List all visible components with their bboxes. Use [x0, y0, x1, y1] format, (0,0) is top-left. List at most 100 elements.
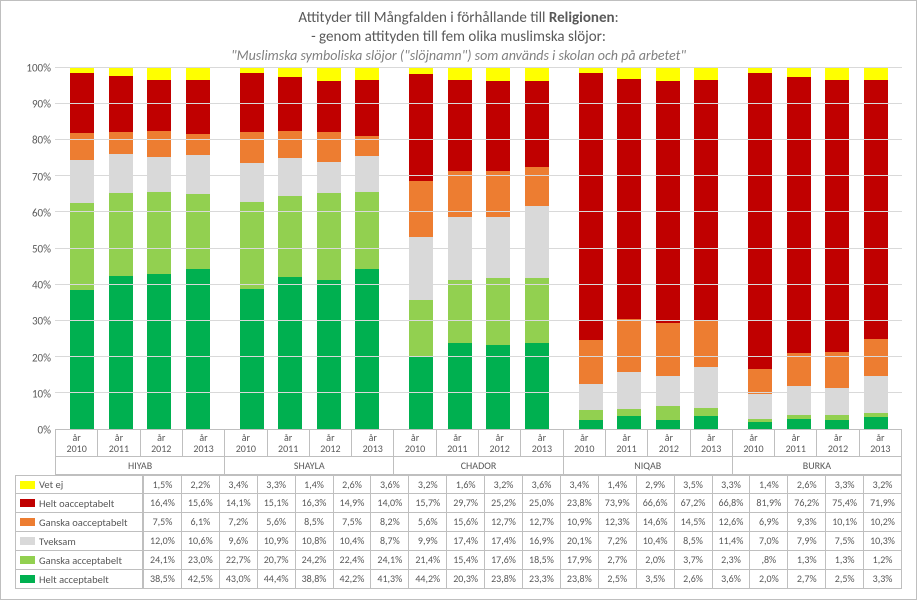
table-cell: 75,4%: [826, 494, 864, 512]
legend-swatch: [20, 537, 35, 545]
table-cell: 1,4%: [599, 476, 637, 493]
table-cell: 17,6%: [485, 551, 523, 569]
table-cell: 2,6%: [788, 476, 826, 493]
y-tick-label: 30%: [32, 315, 51, 328]
x-year-label: år2012: [648, 430, 690, 456]
bar: [409, 68, 433, 429]
table-cell: 7,5%: [826, 532, 864, 550]
bar-group: [55, 68, 224, 429]
table-cell: 6,1%: [182, 513, 220, 531]
bar-segment: [864, 68, 888, 80]
bar-segment: [278, 158, 302, 196]
bar-segment: [694, 68, 718, 80]
bar-segment: [617, 409, 641, 416]
bar-segment: [147, 192, 171, 274]
table-cell: 2,6%: [675, 570, 713, 588]
x-year-label: år2013: [691, 430, 732, 456]
table-row: Ganska oacceptabelt7,5%6,1%7,2%5,6%8,5%7…: [15, 513, 902, 532]
bar: [317, 68, 341, 429]
bar-segment: [617, 372, 641, 410]
table-cell: 17,4%: [485, 532, 523, 550]
bar-segment: [864, 417, 888, 429]
bar: [864, 68, 888, 429]
gridline: [55, 284, 902, 285]
table-cell-group: 7,0%7,9%7,5%10,3%: [750, 532, 902, 551]
table-cell: ,8%: [750, 551, 788, 569]
table-cell-group: 38,8%42,2%41,3%44,2%: [296, 570, 448, 589]
table-cell-group: 20,3%23,8%23,3%23,8%: [447, 570, 599, 589]
x-group-label: CHADOR: [394, 456, 562, 474]
table-cell-group: 2,0%2,7%2,5%3,3%: [750, 570, 902, 589]
bar: [694, 68, 718, 429]
bar: [355, 68, 379, 429]
table-cell: 23,8%: [561, 570, 598, 588]
bar-groups: [55, 68, 902, 429]
bar-segment: [579, 410, 603, 420]
table-row: Helt acceptabelt38,5%42,5%43,0%44,4%38,8…: [15, 570, 902, 589]
table-cell: 10,2%: [864, 513, 901, 531]
table-cell: 67,2%: [675, 494, 713, 512]
bar-segment: [787, 353, 811, 387]
table-cell: 21,4%: [409, 551, 446, 569]
bar-segment: [147, 274, 171, 429]
x-year-label: år2011: [606, 430, 648, 456]
table-cell: 3,4%: [561, 476, 598, 493]
bar-segment: [278, 77, 302, 131]
bar-segment: [617, 68, 641, 78]
bar-segment: [70, 290, 94, 429]
legend-swatch: [20, 575, 35, 583]
legend-item: Helt oacceptabelt: [15, 494, 143, 513]
title-line-1a: Attityder till Mångfalden i förhållande …: [298, 9, 548, 27]
bar-segment: [656, 81, 680, 324]
bar-segment: [486, 81, 510, 171]
table-cell: 8,5%: [296, 513, 334, 531]
bar-segment: [787, 386, 811, 415]
table-cell-group: 16,3%14,9%14,0%15,7%: [296, 494, 448, 513]
bar-segment: [579, 420, 603, 429]
table-cell: 23,3%: [523, 570, 561, 588]
table-cell: 11,4%: [713, 532, 750, 550]
x-year-label: år2011: [268, 430, 310, 456]
bar-segment: [317, 193, 341, 280]
bar-segment: [486, 68, 510, 81]
bar: [656, 68, 680, 429]
x-year-label: år2012: [479, 430, 521, 456]
bar-segment: [186, 134, 210, 154]
table-cell-group: 17,4%17,4%16,9%20,1%: [447, 532, 599, 551]
table-cell: 7,5%: [334, 513, 372, 531]
table-cell: 66,6%: [637, 494, 675, 512]
bar-segment: [825, 68, 849, 80]
table-cell: 2,5%: [826, 570, 864, 588]
y-tick-label: 20%: [32, 351, 51, 364]
bar-segment: [240, 132, 264, 163]
x-year-label: år2010: [394, 430, 436, 456]
table-cell-group: 1,4%2,6%3,6%3,2%: [296, 475, 448, 494]
table-cell-group: 15,4%17,6%18,5%17,9%: [447, 551, 599, 570]
y-tick-label: 0%: [38, 424, 51, 437]
bar-segment: [409, 181, 433, 237]
bar-segment: [355, 192, 379, 269]
table-cell-group: 2,7%2,0%3,7%2,3%: [599, 551, 751, 570]
table-cell: 24,2%: [296, 551, 334, 569]
bar-segment: [109, 132, 133, 154]
bar-segment: [486, 278, 510, 345]
table-cell-group: 7,5%6,1%7,2%5,6%: [143, 513, 296, 532]
legend-label: Helt acceptabelt: [39, 573, 109, 586]
table-cell-group: 10,8%10,4%8,7%9,9%: [296, 532, 448, 551]
table-cell: 23,0%: [182, 551, 220, 569]
table-cell: 38,5%: [144, 570, 182, 588]
bar-segment: [186, 194, 210, 269]
bar-segment: [656, 323, 680, 375]
bar-segment: [579, 340, 603, 384]
x-year-label: år2012: [310, 430, 352, 456]
y-tick-label: 60%: [32, 206, 51, 219]
x-year-label: år2011: [98, 430, 140, 456]
table-cell: 12,3%: [599, 513, 637, 531]
bar-segment: [656, 406, 680, 419]
bar-segment: [240, 202, 264, 289]
x-group: år2010år2011år2012år2013BURKA: [732, 430, 902, 475]
legend-swatch: [20, 518, 35, 526]
table-cell: 42,2%: [334, 570, 372, 588]
table-cell: 3,6%: [713, 570, 750, 588]
bar: [278, 68, 302, 429]
